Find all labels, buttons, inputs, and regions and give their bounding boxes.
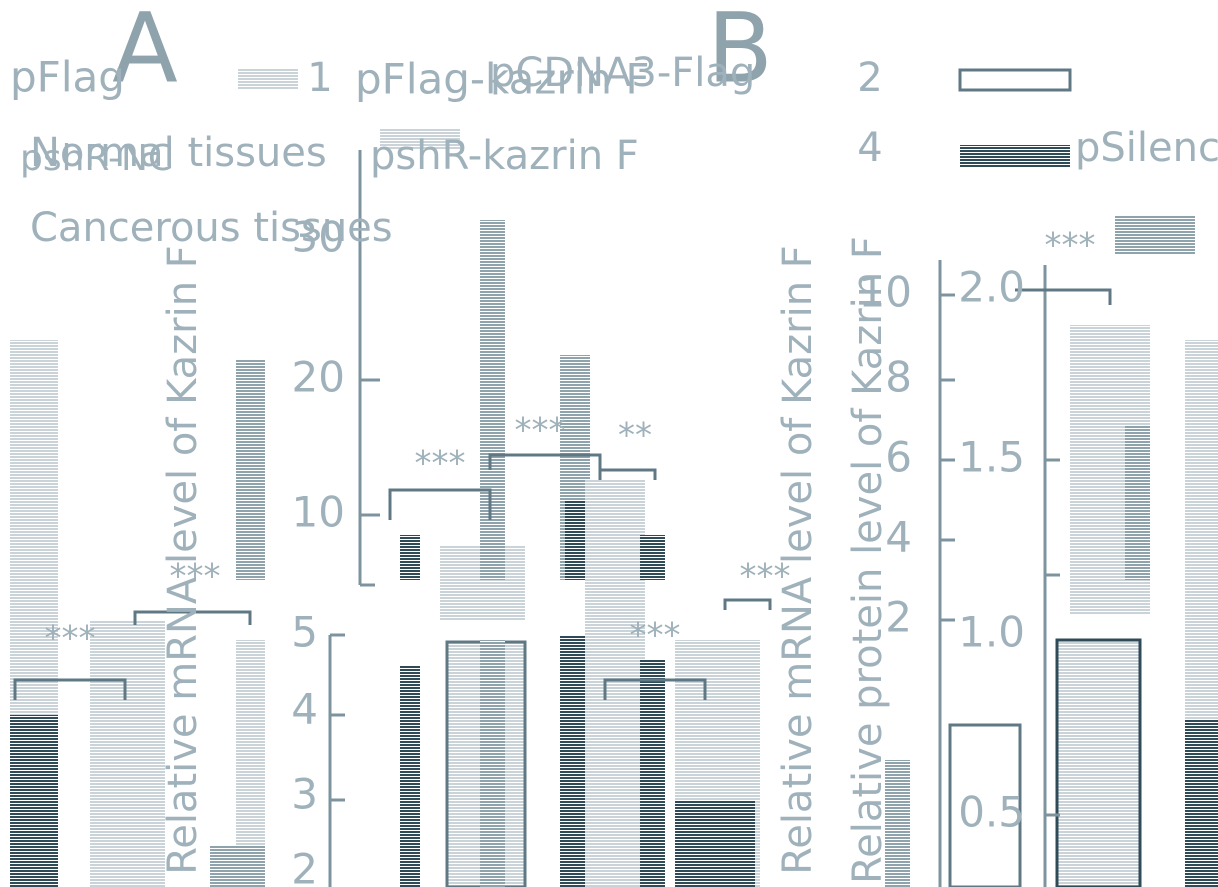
bracket	[13, 678, 127, 700]
axis	[938, 260, 955, 887]
annotation: ***	[630, 616, 681, 656]
tick-label: 6	[885, 433, 912, 482]
bars	[10, 220, 1218, 887]
axis	[328, 633, 345, 887]
tick-label: 4	[885, 513, 912, 562]
tick-label: 1.5	[958, 433, 1025, 482]
annotation: ***	[415, 444, 466, 484]
bar	[1055, 638, 1142, 887]
bar	[585, 480, 645, 887]
legend-label: pSilencer	[1075, 125, 1218, 171]
swatch	[380, 128, 460, 150]
bracket	[723, 598, 772, 610]
tick-label: 10	[292, 488, 345, 537]
tick-label: 8	[885, 353, 912, 402]
swatch	[960, 145, 1070, 167]
tick-label: 2	[885, 593, 912, 642]
legend-swatches	[238, 68, 1195, 255]
annotation: ***	[1045, 226, 1096, 266]
bar	[400, 535, 420, 580]
tick-label: 2	[291, 845, 318, 887]
panel-label: A	[112, 0, 178, 104]
brackets	[13, 288, 1112, 700]
tick-label: 30	[292, 213, 345, 262]
legend-label: pCDNA3-Flag	[490, 50, 755, 96]
legend-number: 4	[857, 125, 882, 171]
axis-label: Relative mRNA level of Kazrin F	[160, 245, 206, 875]
annotation: **	[618, 416, 652, 456]
tick-label: 0.5	[958, 788, 1025, 837]
bar	[90, 620, 165, 887]
legend-number: 2	[857, 55, 882, 101]
bracket	[603, 678, 707, 700]
tick-label: 1.0	[958, 608, 1025, 657]
bracket	[598, 468, 657, 480]
swatch	[1115, 215, 1195, 255]
tick-label: 20	[292, 353, 345, 402]
bar	[210, 845, 265, 887]
tick-label: 2.0	[958, 263, 1025, 312]
bar	[236, 360, 265, 580]
bar	[400, 665, 420, 887]
bar	[480, 220, 505, 580]
bar	[1185, 720, 1218, 887]
bar	[885, 760, 910, 887]
bar	[1125, 425, 1150, 580]
axis-label: Relative protein level of Kazrin F	[845, 236, 891, 884]
bar	[640, 660, 665, 887]
legend-number: 1	[307, 55, 332, 101]
bar	[10, 715, 58, 887]
bracket	[1015, 288, 1112, 305]
bracket	[488, 453, 602, 470]
tick-label: 3	[291, 770, 318, 819]
legend-label: Normal tissues	[30, 130, 327, 176]
legend-label: pFlag	[10, 53, 125, 102]
legend-label: pFlag-kazrin F	[355, 55, 649, 104]
bar	[675, 800, 755, 887]
bracket	[388, 488, 492, 520]
annotation: ***	[45, 619, 96, 659]
bracket	[133, 610, 252, 625]
tick-label: 10	[859, 268, 912, 317]
legend-label: pshR-kazrin F	[370, 133, 639, 179]
annotation: ***	[170, 557, 221, 597]
annotation: ***	[515, 411, 566, 451]
panel-label: B	[707, 0, 773, 104]
bar	[480, 640, 505, 887]
legend-label: pshR-NC	[20, 138, 173, 179]
tick-label: 4	[291, 685, 318, 734]
axis-label: Relative mRNA level of Kazrin F	[775, 245, 821, 875]
annotation: ***	[740, 557, 791, 597]
swatch	[958, 68, 1072, 92]
swatch	[238, 68, 298, 90]
axis	[358, 150, 380, 587]
bar	[948, 723, 1022, 887]
tick-label: 5	[291, 608, 318, 657]
legend-label: Cancerous tissues	[30, 205, 393, 251]
bar	[640, 535, 665, 580]
